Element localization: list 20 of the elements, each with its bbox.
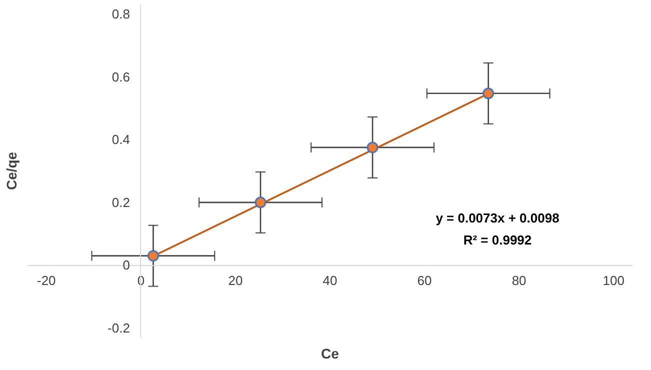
x-tick-label: 20 (228, 273, 243, 288)
point (147, 250, 159, 262)
annotation: R² = 0.9992 (463, 232, 532, 248)
y-axis-title: Ce/qe (4, 152, 20, 190)
annotation: y = 0.0073x + 0.0098 (436, 210, 560, 226)
y-tick-label: 0.4 (112, 132, 130, 148)
x-tick-label: 80 (512, 273, 526, 288)
x-tick-label: 40 (322, 273, 338, 288)
y-tick-label: 0.2 (112, 194, 130, 210)
x-tick-label: 60 (417, 273, 432, 288)
y-tick-label: -0.2 (108, 320, 130, 336)
y-tick-label: 0 (122, 258, 130, 273)
point (482, 88, 494, 100)
point (366, 142, 378, 154)
point (254, 196, 266, 208)
x-tick-label: 100 (602, 273, 624, 288)
x-tick-label: -20 (37, 273, 56, 288)
x-axis-title: Ce (321, 346, 340, 362)
y-tick-label: 0.6 (112, 69, 130, 84)
y-tick-label: 0.8 (112, 6, 130, 22)
